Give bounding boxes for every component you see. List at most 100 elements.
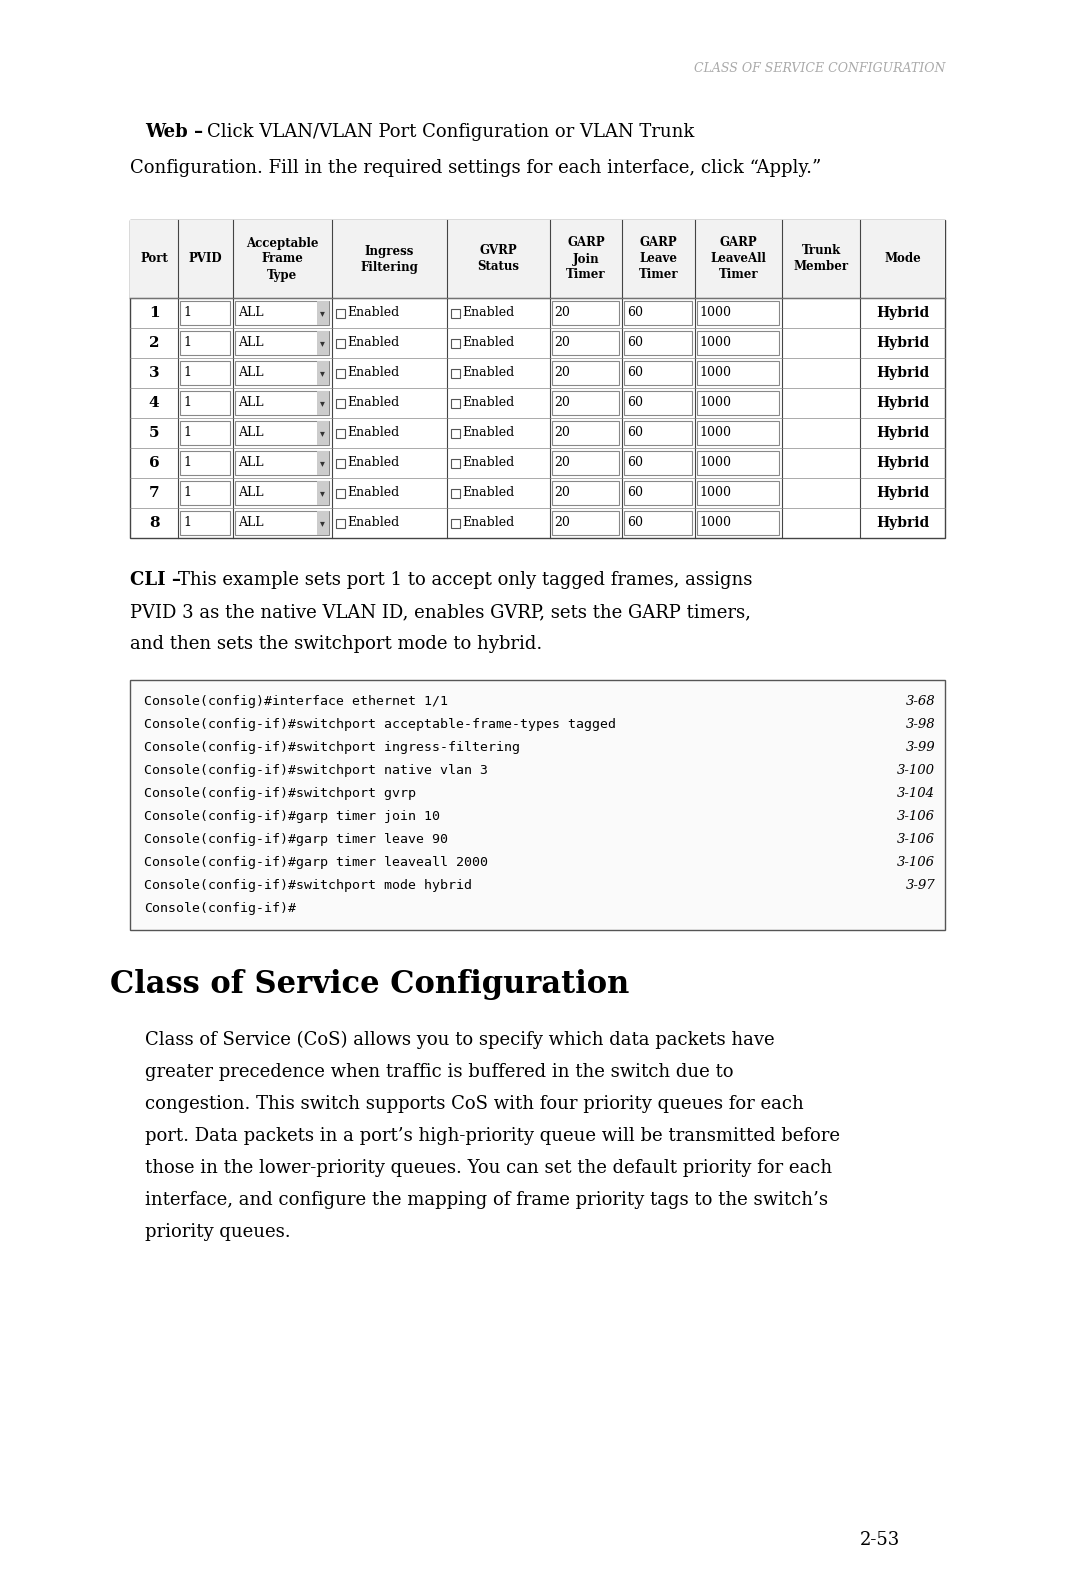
Bar [234, 421, 329, 444]
Bar [450, 308, 460, 317]
Text: Hybrid: Hybrid [876, 306, 929, 320]
Text: 1: 1 [184, 457, 191, 469]
Text: Enabled: Enabled [462, 306, 514, 320]
Text: 60: 60 [627, 306, 644, 320]
Bar [450, 429, 460, 438]
Text: 1: 1 [149, 306, 160, 320]
Text: Console(config-if)#: Console(config-if)# [144, 903, 296, 915]
Text: port. Data packets in a port’s high-priority queue will be transmitted before: port. Data packets in a port’s high-prio… [145, 1127, 840, 1145]
Bar [316, 421, 329, 444]
Bar [180, 451, 230, 476]
Bar [336, 488, 345, 498]
Bar [130, 220, 945, 539]
Bar [234, 301, 329, 325]
Text: ALL: ALL [238, 336, 264, 350]
Text: ALL: ALL [238, 487, 264, 499]
Bar [336, 399, 345, 408]
Bar [552, 391, 619, 414]
Text: 1: 1 [184, 336, 191, 350]
Text: Console(config-if)#switchport mode hybrid: Console(config-if)#switchport mode hybri… [144, 879, 472, 892]
Text: 3-106: 3-106 [897, 834, 935, 846]
Bar [234, 480, 329, 506]
Text: 3-100: 3-100 [897, 765, 935, 777]
Text: 60: 60 [627, 336, 644, 350]
Text: ALL: ALL [238, 427, 264, 440]
Text: ALL: ALL [238, 397, 264, 410]
Text: Class of Service Configuration: Class of Service Configuration [110, 970, 630, 1000]
Text: 3-106: 3-106 [897, 856, 935, 870]
Text: interface, and configure the mapping of frame priority tags to the switch’s: interface, and configure the mapping of … [145, 1192, 828, 1209]
Text: and then sets the switchport mode to hybrid.: and then sets the switchport mode to hyb… [130, 634, 542, 653]
Text: Hybrid: Hybrid [876, 425, 929, 440]
Text: This example sets port 1 to accept only tagged frames, assigns: This example sets port 1 to accept only … [178, 571, 753, 589]
Text: Console(config-if)#garp timer join 10: Console(config-if)#garp timer join 10 [144, 810, 440, 823]
Text: Console(config-if)#switchport ingress-filtering: Console(config-if)#switchport ingress-fi… [144, 741, 519, 754]
Text: Ingress
Filtering: Ingress Filtering [361, 245, 418, 273]
Text: 3-99: 3-99 [905, 741, 935, 754]
Text: priority queues.: priority queues. [145, 1223, 291, 1240]
Bar [234, 451, 329, 476]
Text: 1000: 1000 [700, 487, 731, 499]
Bar [316, 451, 329, 476]
Text: Enabled: Enabled [462, 366, 514, 380]
Text: 1000: 1000 [700, 427, 731, 440]
Bar [336, 369, 345, 377]
Bar [624, 451, 691, 476]
Text: 3-106: 3-106 [897, 810, 935, 823]
Bar [552, 421, 619, 444]
Bar [180, 331, 230, 355]
Bar [697, 331, 779, 355]
Text: 1: 1 [184, 427, 191, 440]
Bar [316, 480, 329, 506]
Bar [624, 391, 691, 414]
Bar [624, 421, 691, 444]
Text: 1000: 1000 [700, 517, 731, 529]
Text: ▾: ▾ [320, 458, 325, 468]
Text: 60: 60 [627, 457, 644, 469]
Text: 6: 6 [149, 455, 160, 469]
Text: 20: 20 [555, 517, 570, 529]
Text: Acceptable
Frame
Type: Acceptable Frame Type [246, 237, 319, 281]
Text: those in the lower-priority queues. You can set the default priority for each: those in the lower-priority queues. You … [145, 1159, 832, 1178]
Text: ▾: ▾ [320, 488, 325, 498]
Bar [697, 391, 779, 414]
Bar [130, 680, 945, 929]
Text: Console(config-if)#switchport acceptable-frame-types tagged: Console(config-if)#switchport acceptable… [144, 717, 616, 732]
Text: 60: 60 [627, 397, 644, 410]
Text: ALL: ALL [238, 457, 264, 469]
Bar [336, 518, 345, 528]
Text: Enabled: Enabled [347, 517, 400, 529]
Bar [697, 451, 779, 476]
Text: 1000: 1000 [700, 306, 731, 320]
Bar [234, 391, 329, 414]
Text: Enabled: Enabled [347, 366, 400, 380]
Text: 3: 3 [149, 366, 160, 380]
Text: 60: 60 [627, 487, 644, 499]
Text: Console(config-if)#switchport gvrp: Console(config-if)#switchport gvrp [144, 787, 416, 801]
Bar [697, 510, 779, 535]
Bar [180, 510, 230, 535]
Bar [180, 391, 230, 414]
Text: 1000: 1000 [700, 336, 731, 350]
Text: 60: 60 [627, 427, 644, 440]
Text: Hybrid: Hybrid [876, 487, 929, 499]
Text: 2: 2 [149, 336, 160, 350]
Text: Click VLAN/VLAN Port Configuration or VLAN Trunk: Click VLAN/VLAN Port Configuration or VL… [207, 122, 694, 141]
Bar [316, 391, 329, 414]
Bar [624, 301, 691, 325]
Bar [624, 480, 691, 506]
Bar [450, 518, 460, 528]
Text: Enabled: Enabled [347, 397, 400, 410]
Bar [697, 480, 779, 506]
Text: 3-104: 3-104 [897, 787, 935, 801]
Text: ▾: ▾ [320, 367, 325, 378]
Bar [552, 301, 619, 325]
Text: Enabled: Enabled [462, 517, 514, 529]
Text: 60: 60 [627, 517, 644, 529]
Text: ALL: ALL [238, 306, 264, 320]
Text: 2-53: 2-53 [860, 1531, 900, 1550]
Text: 3-98: 3-98 [905, 717, 935, 732]
Text: 1: 1 [184, 487, 191, 499]
Text: greater precedence when traffic is buffered in the switch due to: greater precedence when traffic is buffe… [145, 1063, 733, 1082]
Text: 1000: 1000 [700, 366, 731, 380]
